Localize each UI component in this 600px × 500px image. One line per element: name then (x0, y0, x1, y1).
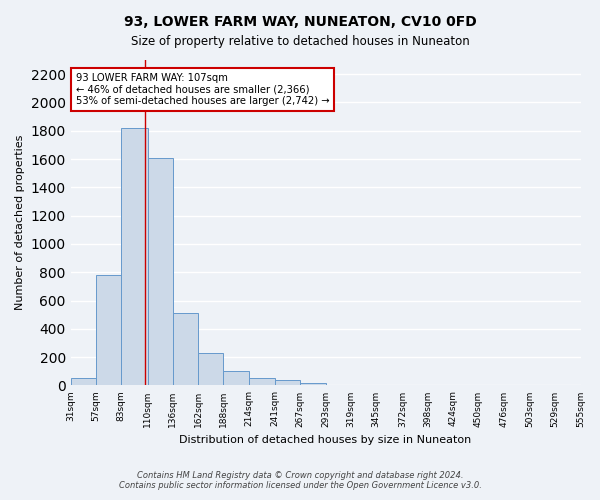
Bar (223, 370, 249, 386)
Bar (173, 314, 198, 386)
X-axis label: Distribution of detached houses by size in Nuneaton: Distribution of detached houses by size … (179, 435, 472, 445)
Bar (148, 158, 173, 386)
Bar (275, 380, 300, 386)
Text: Size of property relative to detached houses in Nuneaton: Size of property relative to detached ho… (131, 35, 469, 48)
Text: 93, LOWER FARM WAY, NUNEATON, CV10 0FD: 93, LOWER FARM WAY, NUNEATON, CV10 0FD (124, 15, 476, 29)
Bar (96, 275, 121, 386)
Bar (249, 378, 275, 386)
Text: Contains HM Land Registry data © Crown copyright and database right 2024.
Contai: Contains HM Land Registry data © Crown c… (119, 470, 481, 490)
Bar (71, 378, 96, 386)
Text: 93 LOWER FARM WAY: 107sqm
← 46% of detached houses are smaller (2,366)
53% of se: 93 LOWER FARM WAY: 107sqm ← 46% of detac… (76, 72, 329, 106)
Bar (198, 353, 223, 386)
Bar (300, 382, 326, 386)
Y-axis label: Number of detached properties: Number of detached properties (15, 135, 25, 310)
Bar (121, 128, 148, 386)
